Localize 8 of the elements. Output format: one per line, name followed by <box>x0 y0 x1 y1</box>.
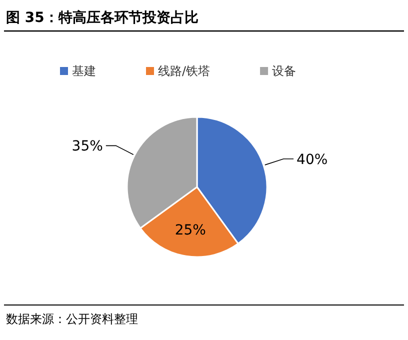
chart-title: 图 35：特高压各环节投资占比 <box>6 9 198 26</box>
data-label: 40% <box>296 152 328 168</box>
data-label: 35% <box>72 138 103 155</box>
data-label: 25% <box>174 222 206 238</box>
legend-label: 线路/铁塔 <box>158 64 210 78</box>
legend-label: 设备 <box>272 64 296 78</box>
legend-label: 基建 <box>72 64 96 78</box>
source-note: 数据来源：公开资料整理 <box>6 312 138 326</box>
